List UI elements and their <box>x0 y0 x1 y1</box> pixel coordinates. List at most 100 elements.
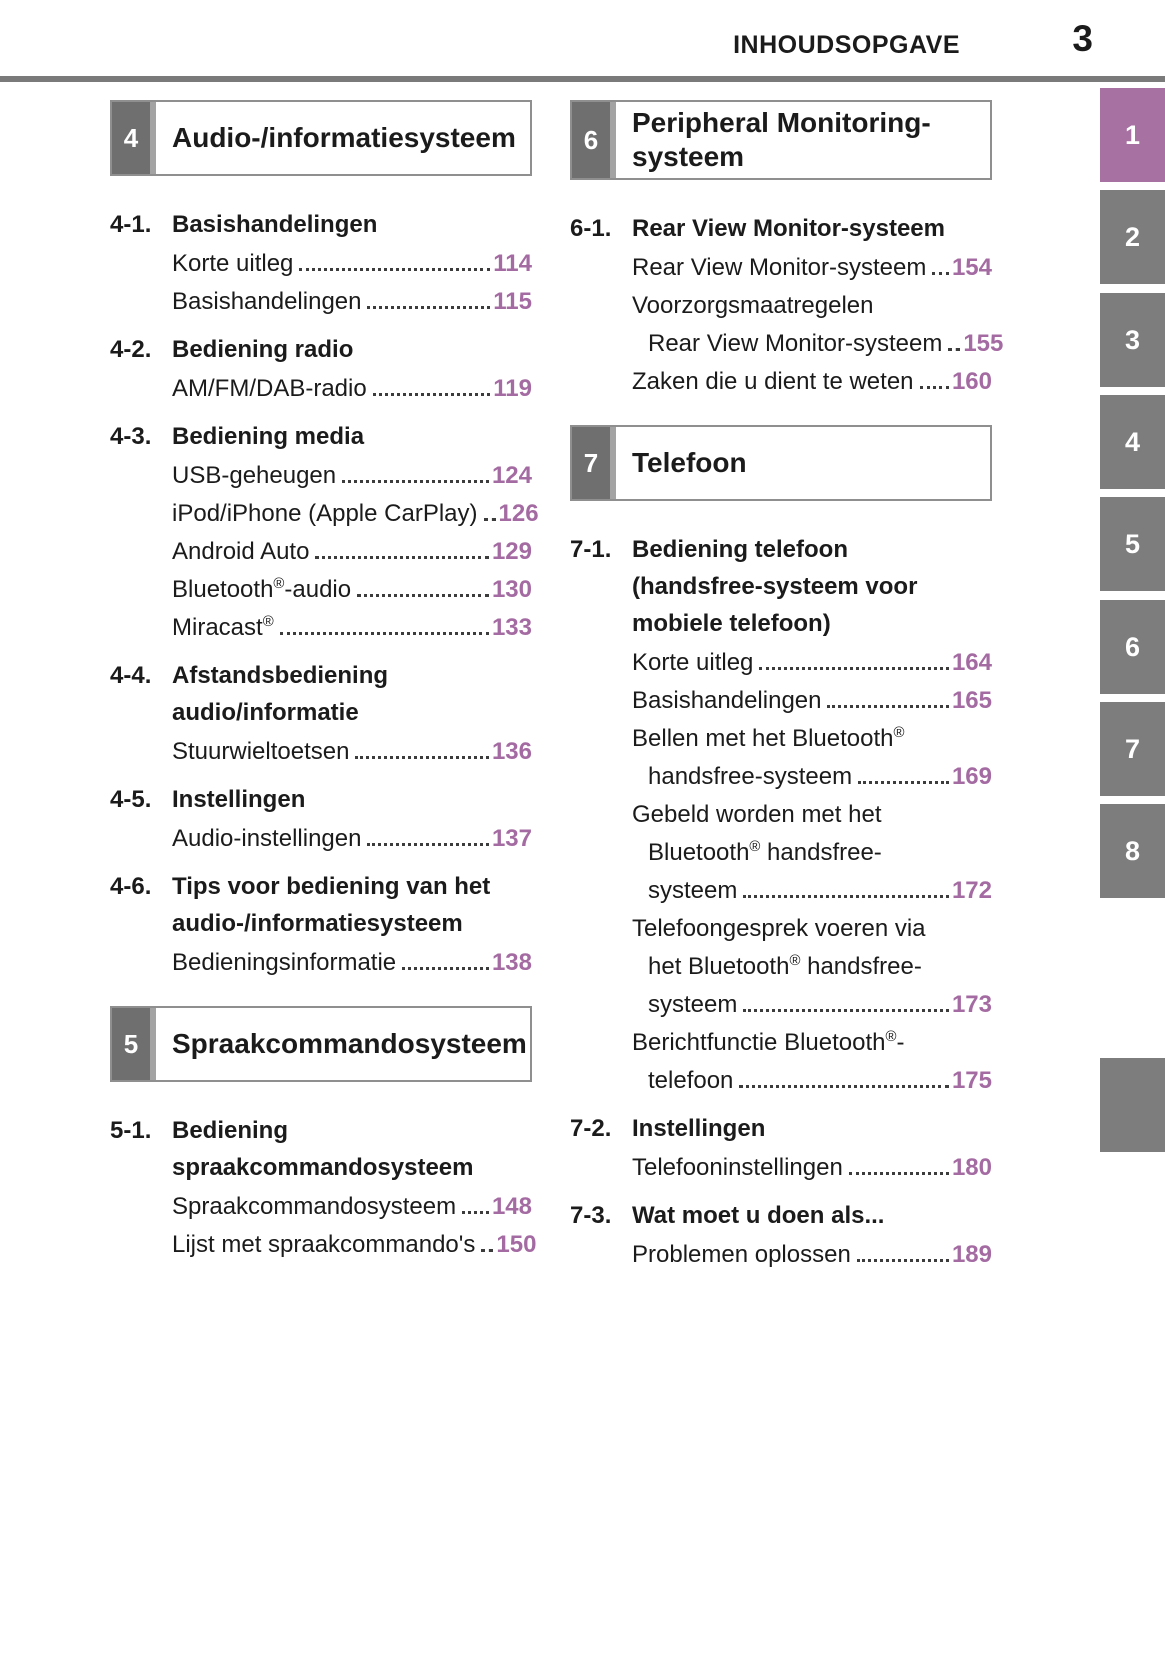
entry-label: Zaken die u dient te weten <box>632 368 914 395</box>
subsection-title-line: Bediening radio <box>172 336 354 363</box>
toc-entry-line: systeem 172 <box>632 872 992 910</box>
entry-page-ref: 175 <box>951 1067 992 1094</box>
dotted-leader <box>483 518 496 521</box>
registered-trademark-symbol: ® <box>262 614 274 630</box>
chapter-tab-7: 7 <box>1100 702 1165 796</box>
toc-entry-line: Basishandelingen 115 <box>172 283 532 321</box>
section-title: Spraakcommandosysteem <box>172 1028 527 1059</box>
entry-page-ref: 148 <box>491 1193 532 1220</box>
toc-entry: Audio-instellingen 137 <box>110 820 532 858</box>
section-header: 4 Audio-/informatiesysteem <box>110 100 532 176</box>
subsection-title-line: Bediening telefoon <box>632 536 848 563</box>
chapter-tab-5: 5 <box>1100 497 1165 591</box>
entry-label: systeem <box>648 991 738 1018</box>
chapter-tab-2: 2 <box>1100 190 1165 284</box>
subsection-title-line: audio-/informatiesysteem <box>172 910 463 937</box>
entry-label: Voorzorgsmaatregelen <box>632 292 874 319</box>
toc-subsection: 4-2. Bediening radio <box>110 331 532 368</box>
chapter-tab-label: 8 <box>1124 835 1141 866</box>
toc-subsection: 4-4. Afstandsbediening audio/informatie <box>110 657 532 731</box>
toc-entry: Stuurwieltoetsen 136 <box>110 733 532 771</box>
subsection-number: 4-1. <box>110 211 152 238</box>
page-number: 3 <box>1072 18 1093 59</box>
toc-entry-line: USB-geheugen 124 <box>172 457 532 495</box>
subsection-number: 5-1. <box>110 1117 152 1144</box>
subsection-title-line: audio/informatie <box>172 699 359 726</box>
chapter-tab-label: 2 <box>1124 221 1141 252</box>
toc-entry-line: Berichtfunctie Bluetooth®- <box>632 1024 992 1062</box>
chapter-tab-blank <box>1100 1058 1165 1152</box>
toc-entry: Basishandelingen 165 <box>570 682 992 720</box>
dotted-leader <box>315 556 489 559</box>
dotted-leader <box>858 781 949 784</box>
subsection-title: Bediening media <box>172 418 364 455</box>
entry-label: Telefooninstellingen <box>632 1154 843 1181</box>
subsection-title: Rear View Monitor-systeem <box>632 210 945 247</box>
entry-label: Android Auto <box>172 538 310 565</box>
entry-label: Spraakcommandosysteem <box>172 1193 457 1220</box>
toc-entry-line: het Bluetooth® handsfree- <box>632 948 992 986</box>
subsection-title-line: spraakcommandosysteem <box>172 1154 474 1181</box>
toc-entry: USB-geheugen 124 <box>110 457 532 495</box>
entry-label: Korte uitleg <box>172 250 294 277</box>
toc-subsection: 4-3. Bediening media <box>110 418 532 455</box>
toc-entry: Lijst met spraakcommando's 150 <box>110 1226 536 1264</box>
subsection-title-line: Tips voor bediening van het <box>172 873 491 900</box>
chapter-tab-6: 6 <box>1100 600 1165 694</box>
entry-page-ref: 126 <box>498 500 539 527</box>
entry-page-ref: 137 <box>491 825 532 852</box>
toc-entry-line: Problemen oplossen 189 <box>632 1236 992 1274</box>
subsection-number: 7-3. <box>570 1202 612 1229</box>
chapter-tab-label: 4 <box>1124 426 1141 457</box>
subsection-title-line: Basishandelingen <box>172 211 378 238</box>
toc-subsection: 4-1. Basishandelingen <box>110 206 532 243</box>
entry-label: Bluetooth® handsfree- <box>648 839 882 866</box>
toc-entry-line: Audio-instellingen 137 <box>172 820 532 858</box>
registered-trademark-symbol: ® <box>789 953 801 969</box>
toc-entry-line: Basishandelingen 165 <box>632 682 992 720</box>
subsection-title-line: Rear View Monitor-systeem <box>632 215 945 242</box>
toc-entry: Basishandelingen 115 <box>110 283 532 321</box>
toc-entry: Zaken die u dient te weten 160 <box>570 363 992 401</box>
toc-entry-line: Stuurwieltoetsen 136 <box>172 733 532 771</box>
entry-label: Basishandelingen <box>632 687 822 714</box>
toc-entry-line: Bellen met het Bluetooth® <box>632 720 992 758</box>
dotted-leader <box>342 480 489 483</box>
toc-entry: Android Auto 129 <box>110 533 532 571</box>
toc-entry-line: Gebeld worden met het <box>632 796 992 834</box>
entry-page-ref: 119 <box>493 375 532 402</box>
toc-entry-line: systeem 173 <box>632 986 992 1024</box>
entry-page-ref: 154 <box>951 254 992 281</box>
toc-entry-line: AM/FM/DAB-radio 119 <box>172 370 532 408</box>
section-title: Peripheral Monitoring-systeem <box>632 107 931 172</box>
dotted-leader <box>367 306 491 309</box>
toc-entry: Korte uitleg 164 <box>570 644 992 682</box>
subsection-title: Basishandelingen <box>172 206 377 243</box>
subsection-number: 4-6. <box>110 873 152 900</box>
toc-entry-line: Telefooninstellingen 180 <box>632 1149 992 1187</box>
dotted-leader <box>827 705 949 708</box>
entry-page-ref: 130 <box>491 576 532 603</box>
page-title: INHOUDSOPGAVE <box>733 31 960 59</box>
dotted-leader <box>739 1085 949 1088</box>
entry-page-ref: 180 <box>951 1154 992 1181</box>
toc-entry: Problemen oplossen 189 <box>570 1236 992 1274</box>
dotted-leader <box>402 967 489 970</box>
entry-page-ref: 173 <box>951 991 992 1018</box>
toc-subsection: 5-1. Bediening spraakcommandosysteem <box>110 1112 532 1186</box>
entry-label: AM/FM/DAB-radio <box>172 375 367 402</box>
toc-entry: Voorzorgsmaatregelen Rear View Monitor-sy… <box>570 287 1003 363</box>
chapter-tab-8: 8 <box>1100 804 1165 898</box>
header-divider <box>0 76 1165 82</box>
entry-page-ref: 115 <box>493 288 532 315</box>
toc-entry: Rear View Monitor-systeem 154 <box>570 249 992 287</box>
toc-entry-line: Zaken die u dient te weten 160 <box>632 363 992 401</box>
toc-entry: AM/FM/DAB-radio 119 <box>110 370 532 408</box>
entry-page-ref: 129 <box>491 538 532 565</box>
subsection-title-line: Instellingen <box>632 1115 766 1142</box>
subsection-number: 4-4. <box>110 662 152 689</box>
entry-label: Lijst met spraakcommando's <box>172 1231 476 1258</box>
registered-trademark-symbol: ® <box>893 725 905 741</box>
toc-entry-line: telefoon 175 <box>632 1062 992 1100</box>
dotted-leader <box>743 1009 949 1012</box>
